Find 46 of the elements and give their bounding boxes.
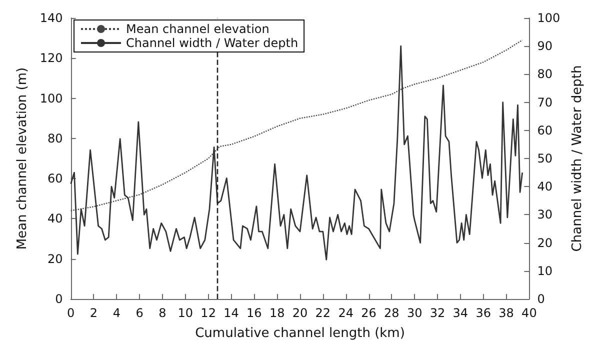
x-tick-label: 22 [315,306,331,320]
x-tick-label: 14 [224,306,239,320]
y2-tick-label: 100 [537,11,560,25]
y-tick-label: 20 [48,252,63,266]
x-tick-label: 20 [292,306,308,320]
x-tick-label: 24 [338,306,354,320]
y2-tick-label: 30 [537,208,552,222]
y2-tick-label: 0 [537,292,545,306]
x-tick-label: 28 [384,306,400,320]
y2-tick-label: 50 [537,152,552,166]
x-tick-label: 38 [498,306,514,320]
y2-tick-label: 10 [537,264,552,278]
x-tick-label: 34 [452,306,468,320]
x-tick-label: 2 [90,306,98,320]
y-tick-label: 100 [40,91,63,106]
y-tick-label: 0 [55,292,63,306]
line-series [70,39,523,212]
x-tick-label: 40 [522,306,537,320]
legend-label: Mean channel elevation [126,22,270,36]
x-tick-label: 4 [112,306,120,320]
y2-tick-label: 20 [537,236,552,250]
y2-tick-label: 40 [537,180,552,194]
y2-tick-label: 90 [537,39,552,54]
x-tick-label: 6 [136,306,144,320]
y-tick-label: 80 [48,131,63,146]
x-tick-label: 12 [200,306,216,320]
y2-tick-label: 80 [537,67,552,82]
y-tick-label: 140 [40,11,63,25]
x-tick-label: 18 [269,306,285,320]
y-tick-label: 120 [40,51,63,66]
x-tick-label: 10 [178,306,194,320]
x-tick-label: 32 [430,306,446,320]
x-tick-label: 16 [246,306,262,320]
x-tick-label: 26 [361,306,376,320]
y-tick-label: 40 [48,212,63,226]
y2-tick-label: 70 [537,95,552,110]
y2-axis-title: Channel width / Water depth [570,65,585,252]
x-axis-title: Cumulative channel length (km) [195,326,405,341]
legend-label: Channel width / Water depth [126,36,298,50]
y-axis-title: Mean channel elevation (m) [15,67,30,250]
x-tick-label: 8 [158,306,166,320]
x-tick-label: 0 [66,306,75,320]
x-tick-label: 30 [406,306,422,320]
y2-tick-label: 60 [537,123,552,138]
y-tick-label: 60 [48,172,63,186]
x-tick-label: 36 [476,306,491,320]
